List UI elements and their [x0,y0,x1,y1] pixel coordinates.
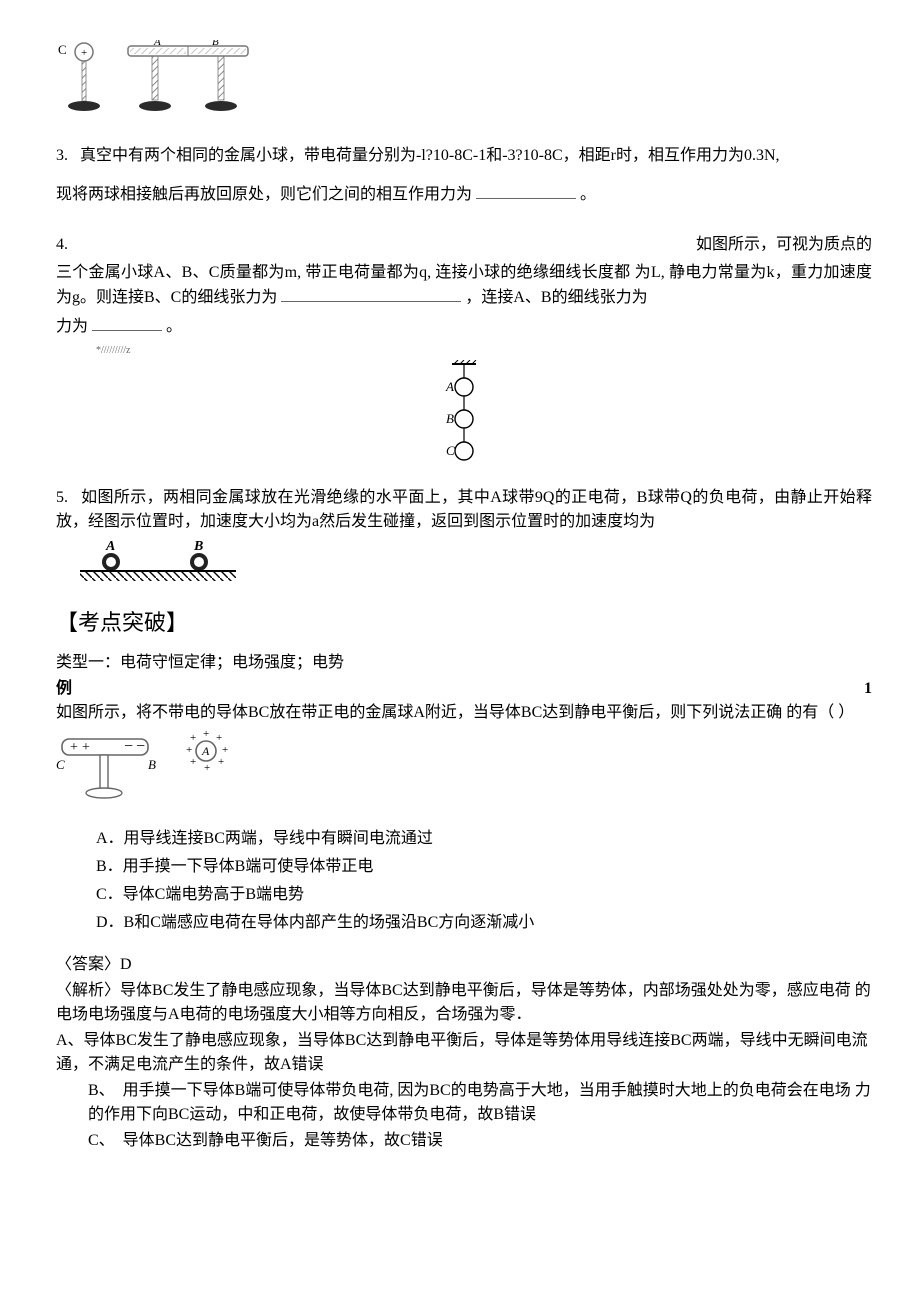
ex1-minus2: − [136,738,145,755]
ball-c [455,442,473,460]
explain-label: 〈解析〉 [56,982,120,999]
answer-value: D [120,956,132,973]
q5-ground-hatch [80,571,236,581]
svg-text:+: + [218,756,224,768]
q5-ball-a-inner [106,557,116,567]
option-a: A．用导线连接BC两端，导线中有瞬间电流通过 [96,827,872,851]
section-heading: 【考点突破】 [56,606,872,639]
q5-lbl-b: B [193,539,203,554]
fig-top-svg: C + A B [56,40,276,126]
svg-text:+: + [190,732,196,744]
q4-line3: 力为 。 [56,314,872,339]
support-right [218,56,224,100]
q4-blank2 [92,314,162,331]
ball-a [455,378,473,396]
type1-title: 类型一：电荷守恒定律；电场强度；电势 [56,651,872,675]
q4-lead-right: 如图所示，可视为质点的 [696,233,872,257]
ex1-lbl-a: A [201,744,210,758]
q3-num: 3. [56,147,68,164]
fig-abc-svg: A B C [424,360,504,480]
option-d: D．B和C端感应电荷在导体内部产生的场强沿BC方向逐渐减小 [96,911,872,935]
ex1-stand [100,755,108,789]
ex1-plus2: + [82,740,90,755]
ball-b [455,410,473,428]
q3-text-a: 真空中有两个相同的金属小球，带电荷量分别为-l?10-8C-1和-3?10-8C… [80,147,780,164]
q5-text: 5. 如图所示，两相同金属球放在光滑绝缘的水平面上，其中A球带9Q的正电荷，B球… [56,486,872,534]
ex1-options: A．用导线连接BC两端，导线中有瞬间电流通过 B．用手摸一下导体B端可使导体带正… [96,827,872,935]
q4-line2: 三个金属小球A、B、C质量都为m, 带正电荷量都为q, 连接小球的绝缘细线长度都… [56,261,872,310]
answer-block: 〈答案〉D 〈解析〉导体BC发生了静电感应现象，当导体BC达到静电平衡后，导体是… [56,953,872,1153]
svg-text:+: + [222,744,228,756]
c-base [68,101,100,111]
q3-tail: 。 [580,186,596,203]
q5-body: 如图所示，两相同金属球放在光滑绝缘的水平面上，其中A球带9Q的正电荷，B球带Q的… [56,489,872,530]
q3-line2: 现将两球相接触后再放回原处，则它们之间的相互作用力为 。 [56,182,872,207]
fig-ex1-svg: + + − − C B A +++ +++ ++ [56,729,256,809]
explain-text1: 导体BC发生了静电感应现象，当导体BC达到静电平衡后，导体是等势体，内部场强处处… [56,982,871,1023]
q4-text3a: ，连接A、B的细线张力为 [465,289,647,306]
svg-text:+: + [190,756,196,768]
figure-q5: A B [76,538,872,588]
q3-text-b: 现将两球相接触后再放回原处，则它们之间的相互作用力为 [56,186,476,203]
q3-blank [476,182,576,199]
figure-ex1: + + − − C B A +++ +++ ++ [56,729,872,809]
ex1-minus1: − [124,738,133,755]
q4-num: 4. [56,233,68,257]
q4-tail: 。 [166,318,182,335]
q4-hash: */////////z [96,343,872,358]
q5-ball-b-inner [194,557,204,567]
figure-abc-chain: A B C [56,360,872,480]
ex1-base [86,788,122,798]
q3-line1: 3. 真空中有两个相同的金属小球，带电荷量分别为-l?10-8C-1和-3?10… [56,144,872,168]
explain-a: A、导体BC发生了静电感应现象，当导体BC达到静电平衡后，导体是等势体用导线连接… [56,1029,872,1077]
explain-c: C、 导体BC达到静电平衡后，是等势体，故C错误 [56,1129,872,1153]
explain-b: B、 用手摸一下导体B端可使导体带负电荷, 因为BC的电势高于大地，当用手触摸时… [56,1079,872,1127]
label-b: B [212,40,219,48]
base-right [205,101,237,111]
svg-text:+: + [216,732,222,744]
option-b: B．用手摸一下导体B端可使导体带正电 [96,855,872,879]
label-a: A [153,40,161,48]
support-left [152,56,158,100]
q4-blank1 [281,285,461,302]
label-c: C [58,42,67,57]
ab-hatch-r [190,48,246,54]
q5-lbl-a: A [105,539,115,554]
option-c: C．导体C端电势高于B端电势 [96,883,872,907]
base-left [139,101,171,111]
svg-text:+: + [186,744,192,756]
q4-text2: 三个金属小球A、B、C质量都为m, 带正电荷量都为q, 连接小球的绝缘细线长度都… [56,264,872,306]
answer-line: 〈答案〉D [56,953,872,977]
answer-label: 〈答案〉 [56,956,120,973]
svg-text:+: + [204,762,210,774]
q4-line1: 4. 如图所示，可视为质点的 [56,233,872,257]
lbl-a: A [445,379,454,394]
svg-text:+: + [203,729,209,740]
c-stem [82,61,86,101]
lbl-b: B [446,411,454,426]
ex1-text: 如图所示，将不带电的导体BC放在带正电的金属球A附近，当导体BC达到静电平衡后，… [56,704,854,721]
figure-top: C + A B [56,40,872,126]
example1: 例1 如图所示，将不带电的导体BC放在带正电的金属球A附近，当导体BC达到静电平衡… [56,677,872,725]
ex1-label: 例1 [56,680,872,697]
ex1-plus1: + [70,740,78,755]
ex1-lbl-b: B [148,757,156,772]
ab-hatch-l [130,48,186,54]
fig-q5-svg: A B [76,538,246,588]
c-plus: + [81,47,87,59]
ex1-lbl-c: C [56,757,65,772]
q5-num: 5. [56,489,68,506]
lbl-c: C [446,443,455,458]
explain-p1: 〈解析〉导体BC发生了静电感应现象，当导体BC达到静电平衡后，导体是等势体，内部… [56,979,872,1027]
